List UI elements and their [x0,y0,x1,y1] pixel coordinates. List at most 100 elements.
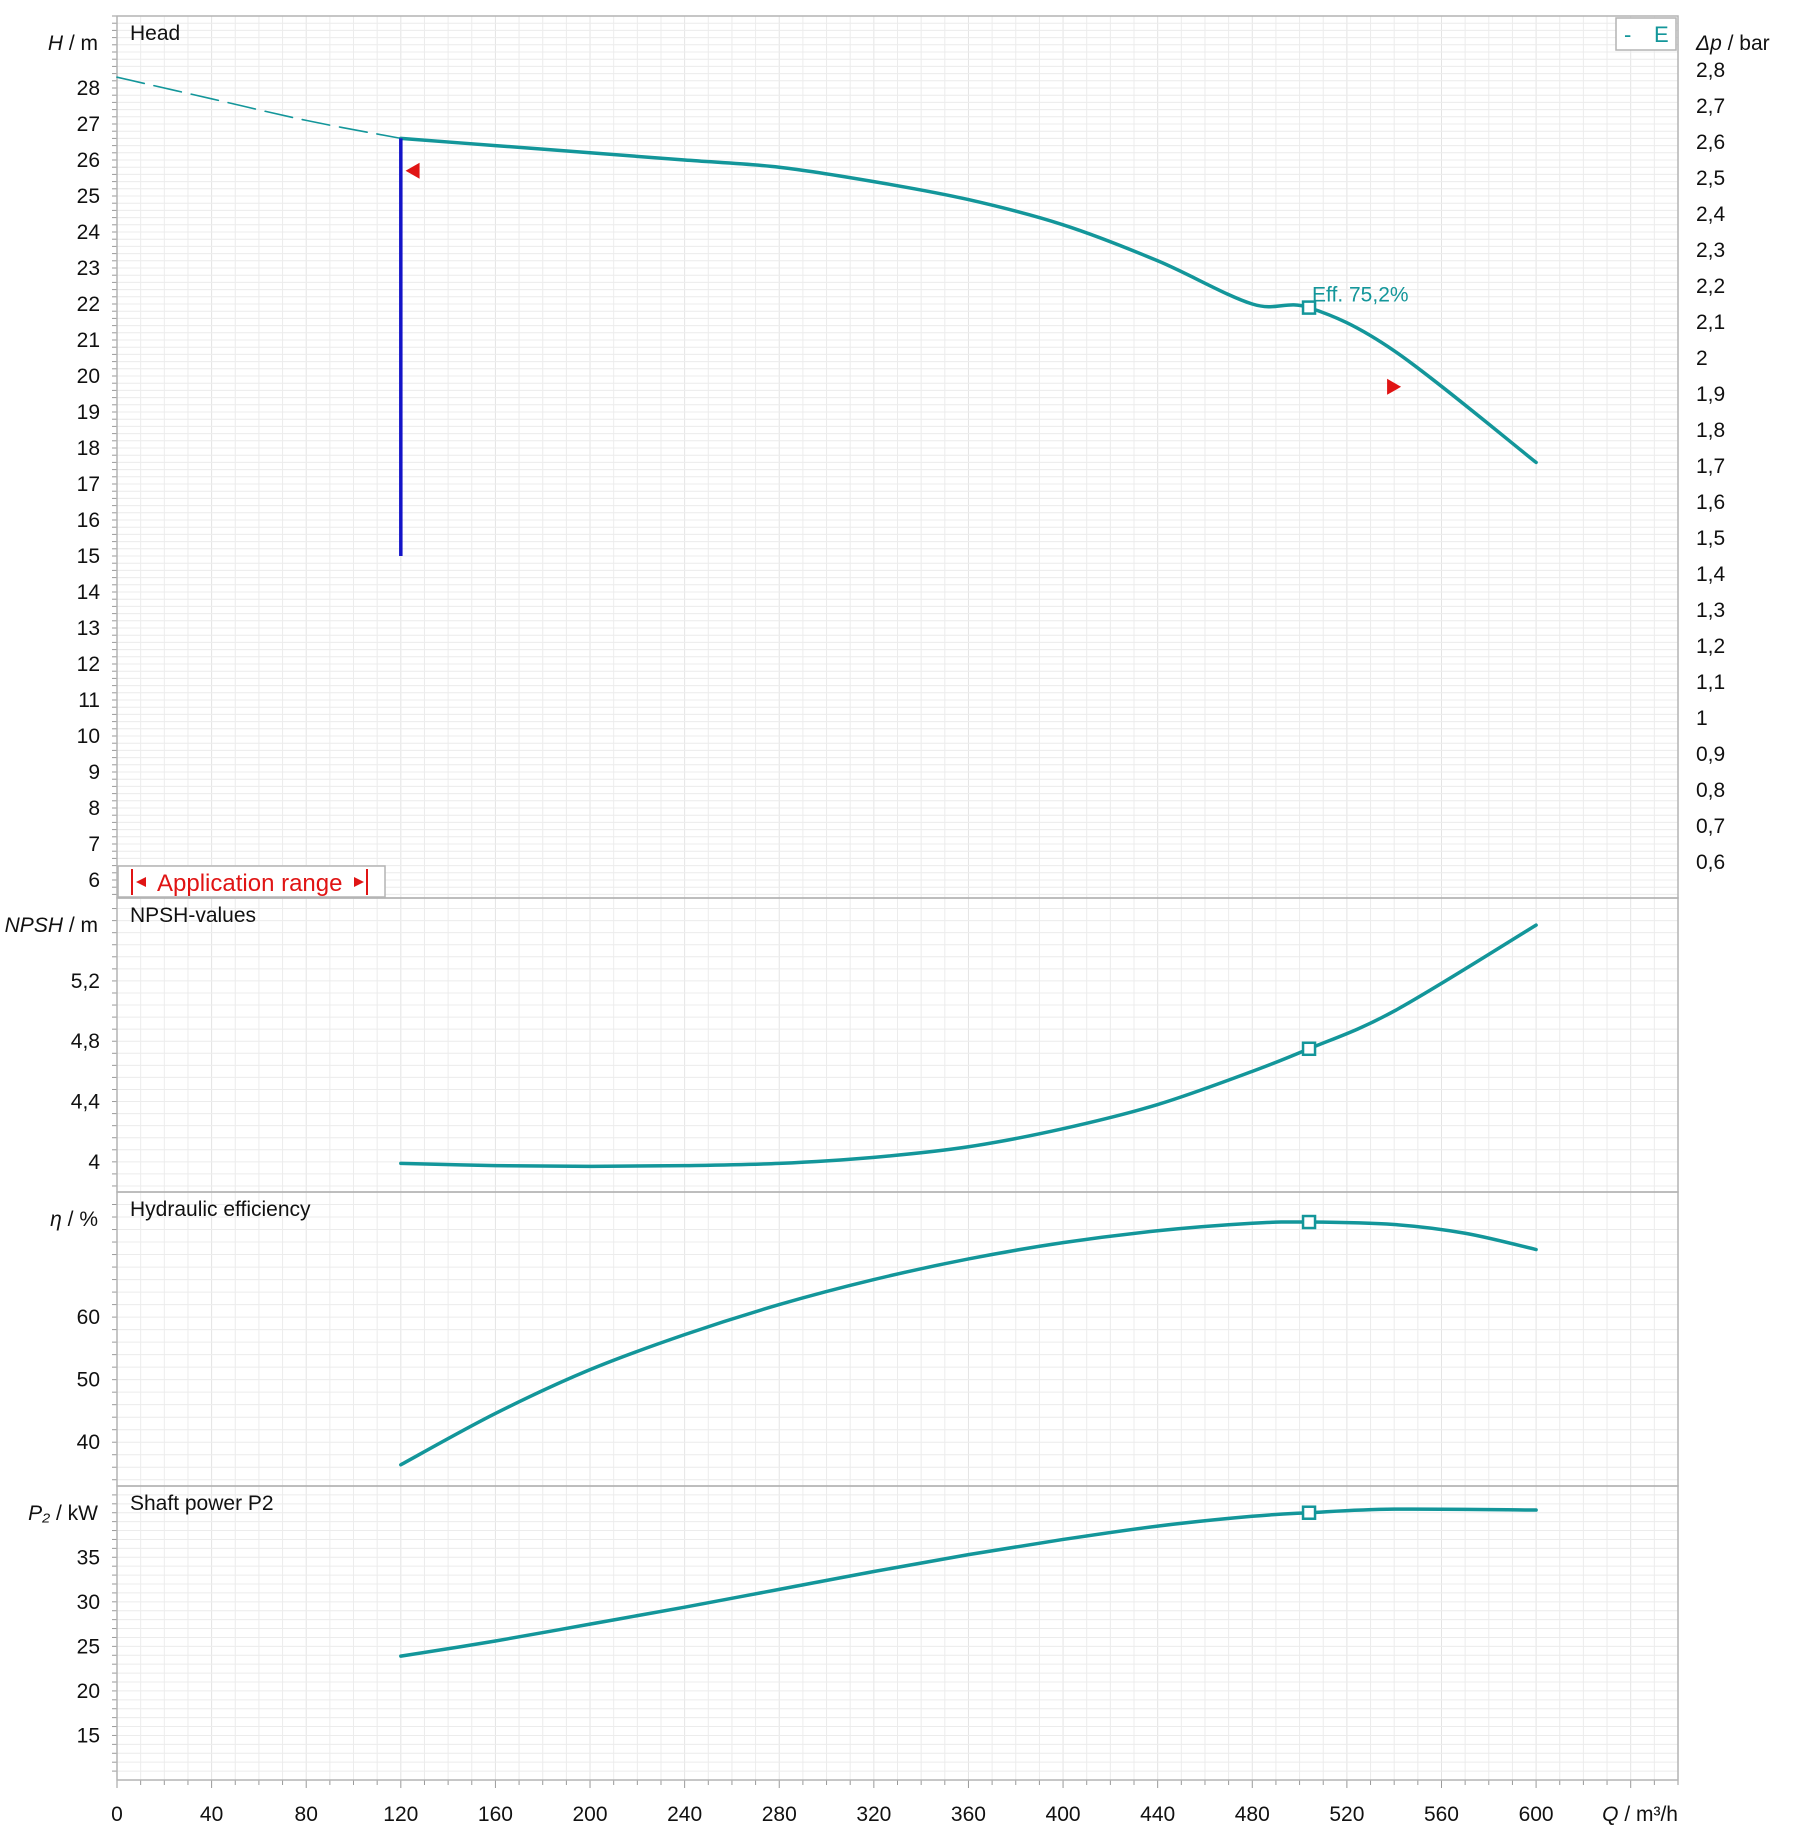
y-tick-label: 22 [77,293,100,316]
y2-tick-label: 2,2 [1696,275,1725,298]
y2-tick-label: 1,8 [1696,419,1725,442]
y-tick-label: 30 [77,1591,100,1614]
x-tick-label: 520 [1329,1803,1364,1826]
y-tick-label: 20 [77,365,100,388]
y-tick-label: 7 [88,833,100,856]
x-tick-label: 160 [478,1803,513,1826]
y-tick-label: 12 [77,653,100,676]
grid-layer [112,15,1679,1788]
application-range-frame [117,865,386,898]
y-tick-label: 24 [77,221,101,244]
y-tick-label: 25 [77,185,100,208]
y-tick-label: 15 [77,1724,100,1747]
y-tick-label: 20 [77,1680,100,1703]
y2-tick-label: 1,6 [1696,491,1725,514]
y2-tick-label: 2,7 [1696,95,1725,118]
application-range-label: Application range [157,870,342,897]
curve-layer [116,76,1538,1658]
y-tick-label: 26 [77,149,100,172]
y2-tick-label: 1,1 [1696,671,1725,694]
y2-tick-label: 1,7 [1696,455,1725,478]
panel-title-efficiency: Hydraulic efficiency [130,1198,311,1221]
y-axis-label-power: P₂ / kW [28,1502,98,1525]
y-tick-label: 19 [77,401,100,424]
duty-point-power [1301,1505,1317,1520]
y2-tick-label: 2,4 [1696,203,1726,226]
panel-title-npsh: NPSH-values [130,904,256,927]
x-tick-label: 40 [200,1803,223,1826]
y-tick-label: 13 [77,617,100,640]
y-tick-label: 27 [77,113,100,136]
x-tick-label: 480 [1235,1803,1270,1826]
y-tick-label: 35 [77,1546,100,1569]
legend-label: E [1654,22,1669,47]
y2-tick-label: 1 [1696,707,1708,730]
y-tick-label: 60 [77,1306,100,1329]
y2-tick-label: 0,6 [1696,851,1725,874]
application-range-right-arrow [354,877,364,887]
y2-tick-label: 2,5 [1696,167,1725,190]
y-tick-label: 25 [77,1635,100,1658]
y-tick-label: 9 [88,761,100,784]
y2-tick-label: 2 [1696,347,1708,370]
x-tick-label: 400 [1046,1803,1081,1826]
duty-point-head [1301,300,1317,315]
x-tick-label: 600 [1519,1803,1554,1826]
y-tick-label: 15 [77,545,100,568]
duty-point-label: Eff. 75,2% [1312,284,1409,307]
y2-axis-label: Δp / bar [1695,32,1770,55]
x-tick-label: 0 [111,1803,123,1826]
y2-tick-label: 1,3 [1696,599,1725,622]
x-tick-label: 360 [951,1803,986,1826]
y-tick-label: 21 [77,329,100,352]
y-tick-label: 5,2 [71,970,100,993]
x-tick-label: 240 [667,1803,702,1826]
legend-box [1615,17,1677,51]
legend: - E [1615,17,1677,51]
x-tick-label: 80 [295,1803,318,1826]
series-head-dashed [116,76,402,140]
duty-point-npsh [1301,1041,1317,1057]
y-axis-label-head: H / m [48,32,98,55]
legend-dash: - [1624,22,1631,47]
y2-tick-label: 1,4 [1696,563,1726,586]
y-tick-label: 11 [78,689,100,712]
range-marker-right [1387,378,1402,395]
y-axis-label-efficiency: η / % [50,1208,98,1231]
x-axis-label: Q / m³/h [1602,1803,1678,1826]
y2-tick-label: 2,3 [1696,239,1725,262]
y-tick-label: 4,8 [71,1030,100,1053]
y-tick-label: 14 [77,581,101,604]
y-axis-label-npsh: NPSH / m [5,914,98,937]
y2-tick-label: 2,8 [1696,59,1725,82]
frame-layer [116,15,1679,1781]
y-tick-label: 23 [77,257,100,280]
y2-tick-label: 2,6 [1696,131,1725,154]
y2-tick-label: 1,9 [1696,383,1725,406]
range-marker-left [405,162,420,179]
x-tick-label: 120 [383,1803,418,1826]
y-tick-label: 4,4 [71,1091,101,1114]
x-tick-label: 560 [1424,1803,1459,1826]
y2-tick-label: 0,9 [1696,743,1725,766]
y-tick-label: 17 [77,473,100,496]
y-tick-label: 50 [77,1369,100,1392]
panel-frame-power [116,1485,1679,1781]
x-tick-label: 440 [1140,1803,1175,1826]
y2-tick-label: 1,2 [1696,635,1725,658]
y-tick-label: 28 [77,77,100,100]
y2-tick-label: 0,7 [1696,815,1725,838]
duty-point-efficiency [1301,1214,1317,1230]
y2-tick-label: 1,5 [1696,527,1725,550]
series-npsh-solid [399,923,1538,1169]
x-tick-label: 320 [856,1803,891,1826]
application-range-left-arrow [136,877,146,887]
series-efficiency-solid [399,1220,1538,1467]
y-tick-label: 40 [77,1431,100,1454]
y-tick-label: 16 [77,509,100,532]
panel-title-power: Shaft power P2 [130,1492,274,1515]
y2-tick-label: 2,1 [1696,311,1725,334]
y-tick-label: 6 [88,869,100,892]
